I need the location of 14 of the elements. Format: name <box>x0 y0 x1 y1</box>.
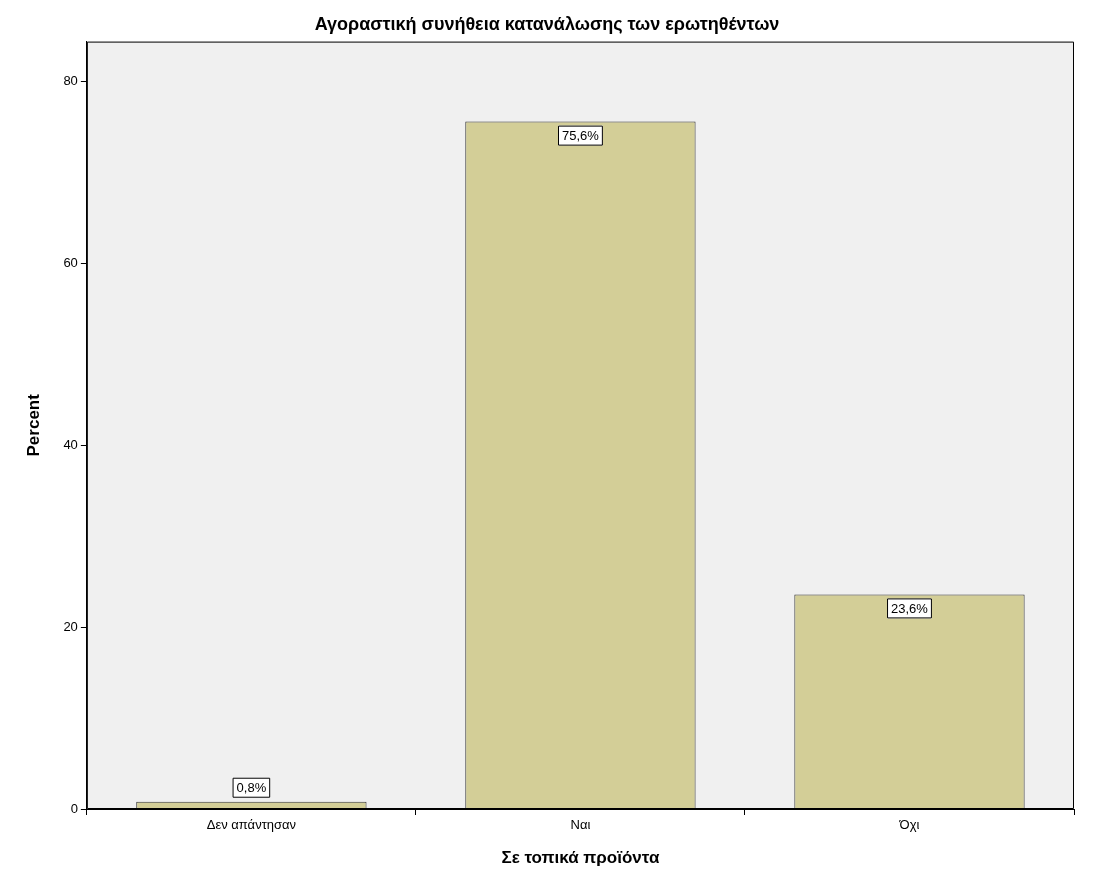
chart-title: Αγοραστική συνήθεια κατανάλωσης των ερωτηθέντων <box>314 13 780 34</box>
y-axis-title: Percent <box>23 393 43 457</box>
x-axis-title: Σε τοπικά προϊόντα <box>501 848 660 868</box>
y-tick-label: 60 <box>63 255 78 271</box>
x-tick-label: Δεν απάντησαν <box>206 817 297 833</box>
data-label: 75,6% <box>561 128 600 144</box>
y-tick-label: 80 <box>63 73 78 89</box>
data-label: 0,8% <box>236 780 267 796</box>
y-tick-label: 40 <box>63 436 78 452</box>
x-tick-label: Όχι <box>898 817 920 833</box>
y-tick-label: 20 <box>63 618 78 634</box>
x-tick-label: Ναι <box>570 817 591 833</box>
data-label: 23,6% <box>891 601 929 616</box>
y-tick-label: 0 <box>70 800 78 816</box>
